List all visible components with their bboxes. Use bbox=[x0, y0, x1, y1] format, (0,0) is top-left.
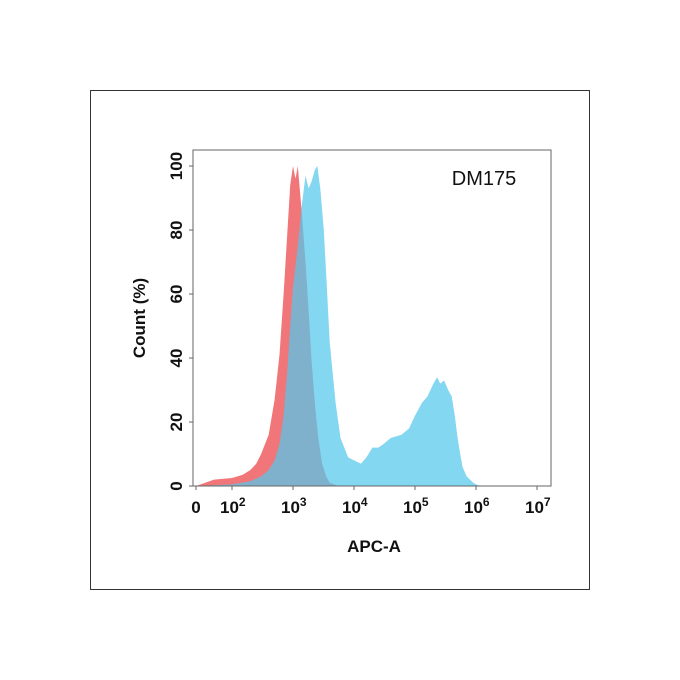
y-tick-label: 100 bbox=[167, 152, 186, 180]
y-tick-label: 40 bbox=[167, 349, 186, 368]
series-layer bbox=[196, 166, 481, 486]
x-tick-label: 0 bbox=[191, 498, 200, 517]
x-axis-label: APC-A bbox=[347, 537, 401, 556]
x-tick-label: 104 bbox=[342, 495, 368, 517]
x-tick-label: 102 bbox=[220, 495, 246, 517]
y-axis-label: Count (%) bbox=[130, 278, 149, 358]
sample-annotation: DM175 bbox=[452, 168, 516, 190]
plot-area bbox=[192, 149, 552, 487]
x-tick-label: 105 bbox=[403, 495, 429, 517]
y-tick-label: 60 bbox=[167, 285, 186, 304]
y-tick-label: 80 bbox=[167, 221, 186, 240]
y-tick-label: 0 bbox=[167, 481, 186, 490]
x-tick-label: 103 bbox=[281, 495, 307, 517]
x-tick-label: 106 bbox=[464, 495, 490, 517]
x-axis-ticks: 0 102 103 104 105 106 107 bbox=[191, 486, 551, 517]
y-axis-ticks: 0 20 40 60 80 100 bbox=[167, 152, 193, 491]
y-tick-label: 20 bbox=[167, 413, 186, 432]
figure-frame bbox=[90, 90, 590, 590]
series-1-area bbox=[196, 166, 481, 486]
x-tick-label: 107 bbox=[525, 495, 551, 517]
